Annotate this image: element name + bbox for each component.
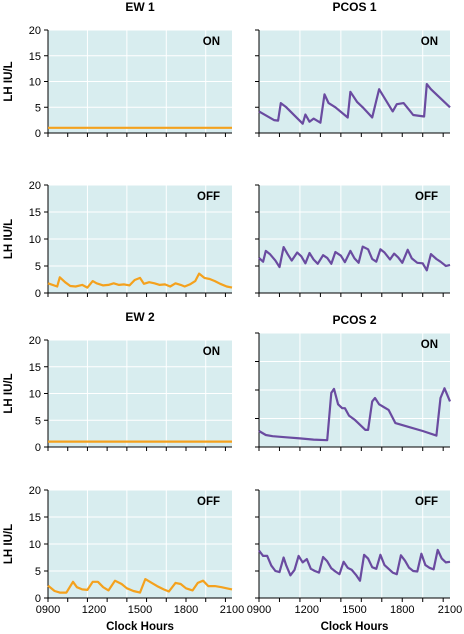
y-tick-label: 0 [35,442,41,454]
panel-8: 0 5 10 15 20 OFF LH IU/L [3,485,233,605]
y-tick-label: 0 [35,288,41,300]
x-tick-label: 2100 [220,604,244,616]
y-tick-label: 10 [29,389,41,401]
y-axis-title: LH IU/L [3,373,15,413]
x-tick-label: 0900 [247,604,271,616]
panel-title: EW 2 [125,310,155,324]
x-tick-label: 1500 [342,604,366,616]
condition-label: OFF [197,496,220,508]
panel-7: OFF [255,489,451,602]
panel-title: PCOS 1 [332,0,376,14]
series-line [258,387,452,442]
x-axis-title: Clock Hours [321,621,389,633]
panel-1: 0 5 10 15 20 ON EW 1 LH IU/L [3,0,232,140]
panel-6: ON PCOS 2 [255,313,452,451]
x-tick-label: 1800 [174,604,198,616]
panel-title: EW 1 [125,0,155,14]
condition-label: OFF [197,191,220,203]
y-tick-label: 20 [29,25,41,37]
condition-label: ON [203,346,220,358]
series-line [47,272,233,289]
x-tick-label: 0900 [36,604,60,616]
y-tick-label: 5 [35,415,41,427]
x-tick-label: 1500 [128,604,152,616]
condition-label: ON [421,339,438,351]
y-axis-title: LH IU/L [3,524,15,564]
y-tick-label: 5 [35,102,41,114]
y-tick-label: 0 [35,128,41,140]
y-tick-label: 15 [29,51,41,63]
y-tick-label: 5 [35,261,41,273]
series-line [47,577,233,594]
y-tick-label: 10 [29,539,41,551]
x-tick-label: 1200 [82,604,106,616]
series-line [258,245,451,272]
y-tick-label: 5 [35,566,41,578]
x-tick-label: 1800 [390,604,414,616]
series-line [258,548,451,582]
x-tick-label: 2100 [438,604,462,616]
series-line [258,82,451,125]
y-tick-label: 0 [35,593,41,605]
y-tick-label: 15 [29,362,41,374]
panel-2: ON PCOS 1 [255,0,451,137]
y-tick-label: 15 [29,512,41,524]
x-tick-label: 1200 [295,604,319,616]
panel-4: OFF [255,184,451,297]
condition-label: OFF [415,191,438,203]
x-axis-title: Clock Hours [106,621,174,633]
y-axis-title: LH IU/L [3,219,15,259]
y-axis-title: LH IU/L [3,61,15,101]
y-tick-label: 20 [29,485,41,497]
panel-3: 0 5 10 15 20 OFF LH IU/L [3,180,233,300]
y-tick-label: 20 [29,335,41,347]
y-tick-label: 20 [29,180,41,192]
panel-title: PCOS 2 [332,313,376,327]
y-tick-label: 15 [29,207,41,219]
y-tick-label: 10 [29,77,41,89]
condition-label: ON [203,36,220,48]
panel-5: 0 5 10 15 20 ON EW 2 LH IU/L [3,310,232,454]
y-tick-label: 10 [29,234,41,246]
condition-label: ON [421,36,438,48]
condition-label: OFF [415,496,438,508]
